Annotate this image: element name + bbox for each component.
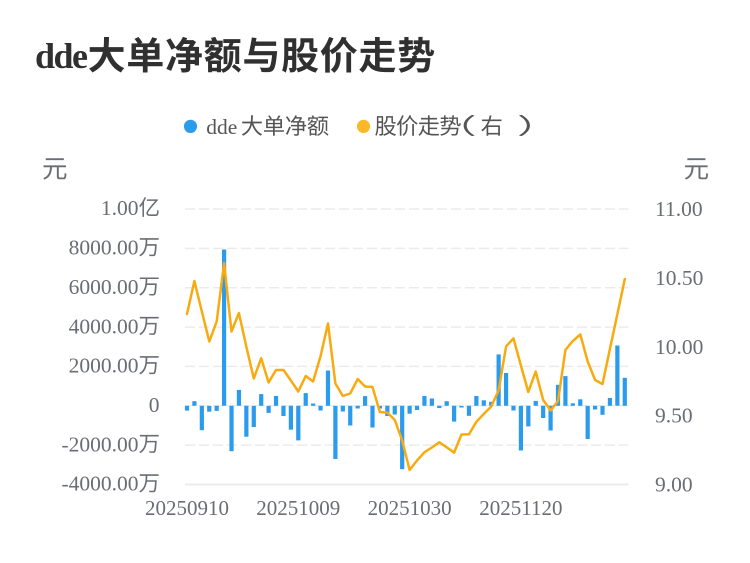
svg-text:11.00: 11.00	[655, 197, 703, 221]
svg-text:9.00: 9.00	[655, 473, 693, 497]
svg-text:0: 0	[149, 393, 160, 417]
svg-text:10.50: 10.50	[655, 266, 703, 290]
svg-text:-2000.00: -2000.00	[61, 432, 138, 456]
svg-text:dde: dde	[206, 115, 237, 139]
svg-text:6000.00: 6000.00	[69, 275, 139, 299]
svg-text:8000.00: 8000.00	[69, 236, 139, 260]
svg-text:10.00: 10.00	[655, 335, 703, 359]
svg-text:20251030: 20251030	[368, 496, 452, 520]
svg-text:20250910: 20250910	[145, 496, 229, 520]
svg-text:4000.00: 4000.00	[69, 314, 139, 338]
svg-text:1.00: 1.00	[101, 196, 139, 220]
svg-text:dde: dde	[35, 36, 88, 76]
svg-text:9.50: 9.50	[655, 404, 693, 428]
svg-text:2000.00: 2000.00	[69, 354, 139, 378]
svg-text:-4000.00: -4000.00	[61, 472, 138, 496]
svg-text:20251120: 20251120	[479, 496, 562, 520]
svg-text:20251009: 20251009	[256, 496, 340, 520]
